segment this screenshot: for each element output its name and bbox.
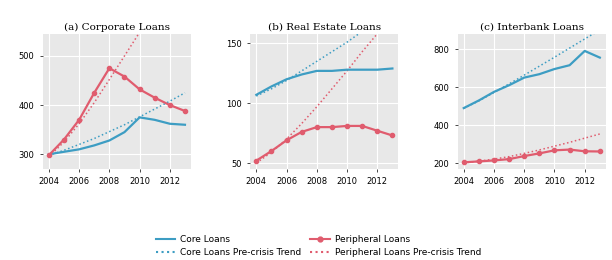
- Title: (c) Interbank Loans: (c) Interbank Loans: [480, 23, 584, 32]
- Title: (b) Real Estate Loans: (b) Real Estate Loans: [268, 23, 381, 32]
- Title: (a) Corporate Loans: (a) Corporate Loans: [64, 23, 170, 32]
- Legend: Core Loans, Core Loans Pre-crisis Trend, Peripheral Loans, Peripheral Loans Pre-: Core Loans, Core Loans Pre-crisis Trend,…: [152, 232, 485, 260]
